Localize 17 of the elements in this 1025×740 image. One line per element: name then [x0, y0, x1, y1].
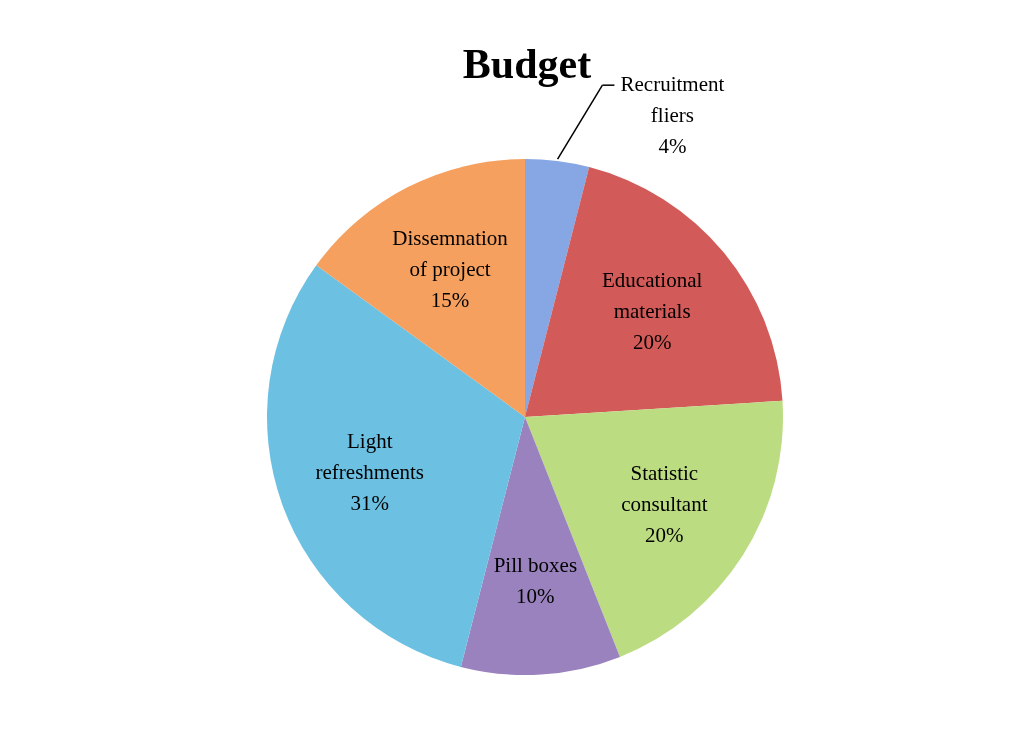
pie-slice: [525, 167, 783, 417]
data-label: 20%: [632, 329, 672, 354]
slice-label: Dissemnation of project: [392, 225, 509, 281]
data-label: 20%: [645, 523, 684, 548]
data-label: 10%: [516, 584, 555, 609]
slice-label: Light refreshments: [315, 428, 424, 484]
slice-label: Educational materials: [601, 267, 703, 323]
chart-title: Budget: [462, 41, 592, 87]
pie-slice: [460, 417, 620, 675]
data-label: 4%: [658, 134, 687, 159]
slice-label: Pill boxes: [493, 553, 578, 578]
data-label: 31%: [350, 490, 389, 515]
slice-label: Statistic consultant: [621, 461, 708, 517]
pie-slice: [316, 159, 525, 417]
pie-slice: [525, 159, 590, 417]
data-label: 15%: [430, 287, 470, 312]
slice-label: Recruitment fliers: [620, 72, 725, 128]
